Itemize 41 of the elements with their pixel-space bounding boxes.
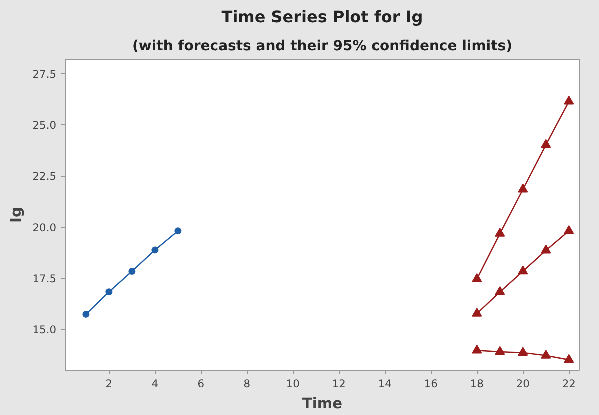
x-tick-label: 22	[562, 378, 576, 390]
x-tick-label: 18	[470, 378, 484, 390]
point	[174, 228, 182, 235]
point	[82, 310, 90, 318]
point	[495, 228, 506, 237]
point	[541, 244, 552, 254]
x-axis-title: Time	[302, 396, 343, 412]
point	[564, 354, 574, 364]
point	[472, 274, 482, 282]
y-tick-label: 22.5	[32, 170, 57, 184]
chart-subtitle: (with forecasts and their 95% confidence limits)	[132, 38, 512, 54]
x-tick-label: 12	[332, 378, 346, 390]
point	[518, 184, 528, 193]
y-tick-label: 27.5	[32, 68, 57, 81]
x-tick-label: 16	[424, 378, 438, 390]
x-tick-label: 2	[106, 378, 113, 390]
point	[128, 268, 136, 275]
y-tick-label: 25.0	[32, 118, 57, 132]
point	[495, 346, 506, 356]
point	[472, 308, 482, 317]
point	[541, 350, 552, 359]
point	[564, 96, 574, 105]
y-axis-title: Ig	[8, 207, 25, 223]
point	[541, 139, 552, 148]
x-tick-label: 20	[516, 378, 530, 390]
point	[152, 246, 159, 254]
point	[564, 225, 574, 234]
x-tick-label: 10	[286, 378, 300, 390]
point	[495, 286, 506, 296]
x-tick-label: 6	[198, 378, 205, 390]
x-tick-label: 8	[244, 378, 251, 390]
point	[106, 288, 113, 296]
chart-title: Time Series Plot for Ig	[222, 8, 424, 26]
y-tick-label: 17.5	[32, 272, 57, 286]
y-tick-label: 15.0	[32, 324, 57, 337]
point	[518, 266, 528, 275]
point	[518, 347, 528, 356]
point	[472, 344, 482, 354]
x-tick-label: 4	[152, 378, 159, 390]
y-tick-label: 20.0	[32, 221, 57, 234]
x-tick-label: 14	[378, 378, 392, 390]
